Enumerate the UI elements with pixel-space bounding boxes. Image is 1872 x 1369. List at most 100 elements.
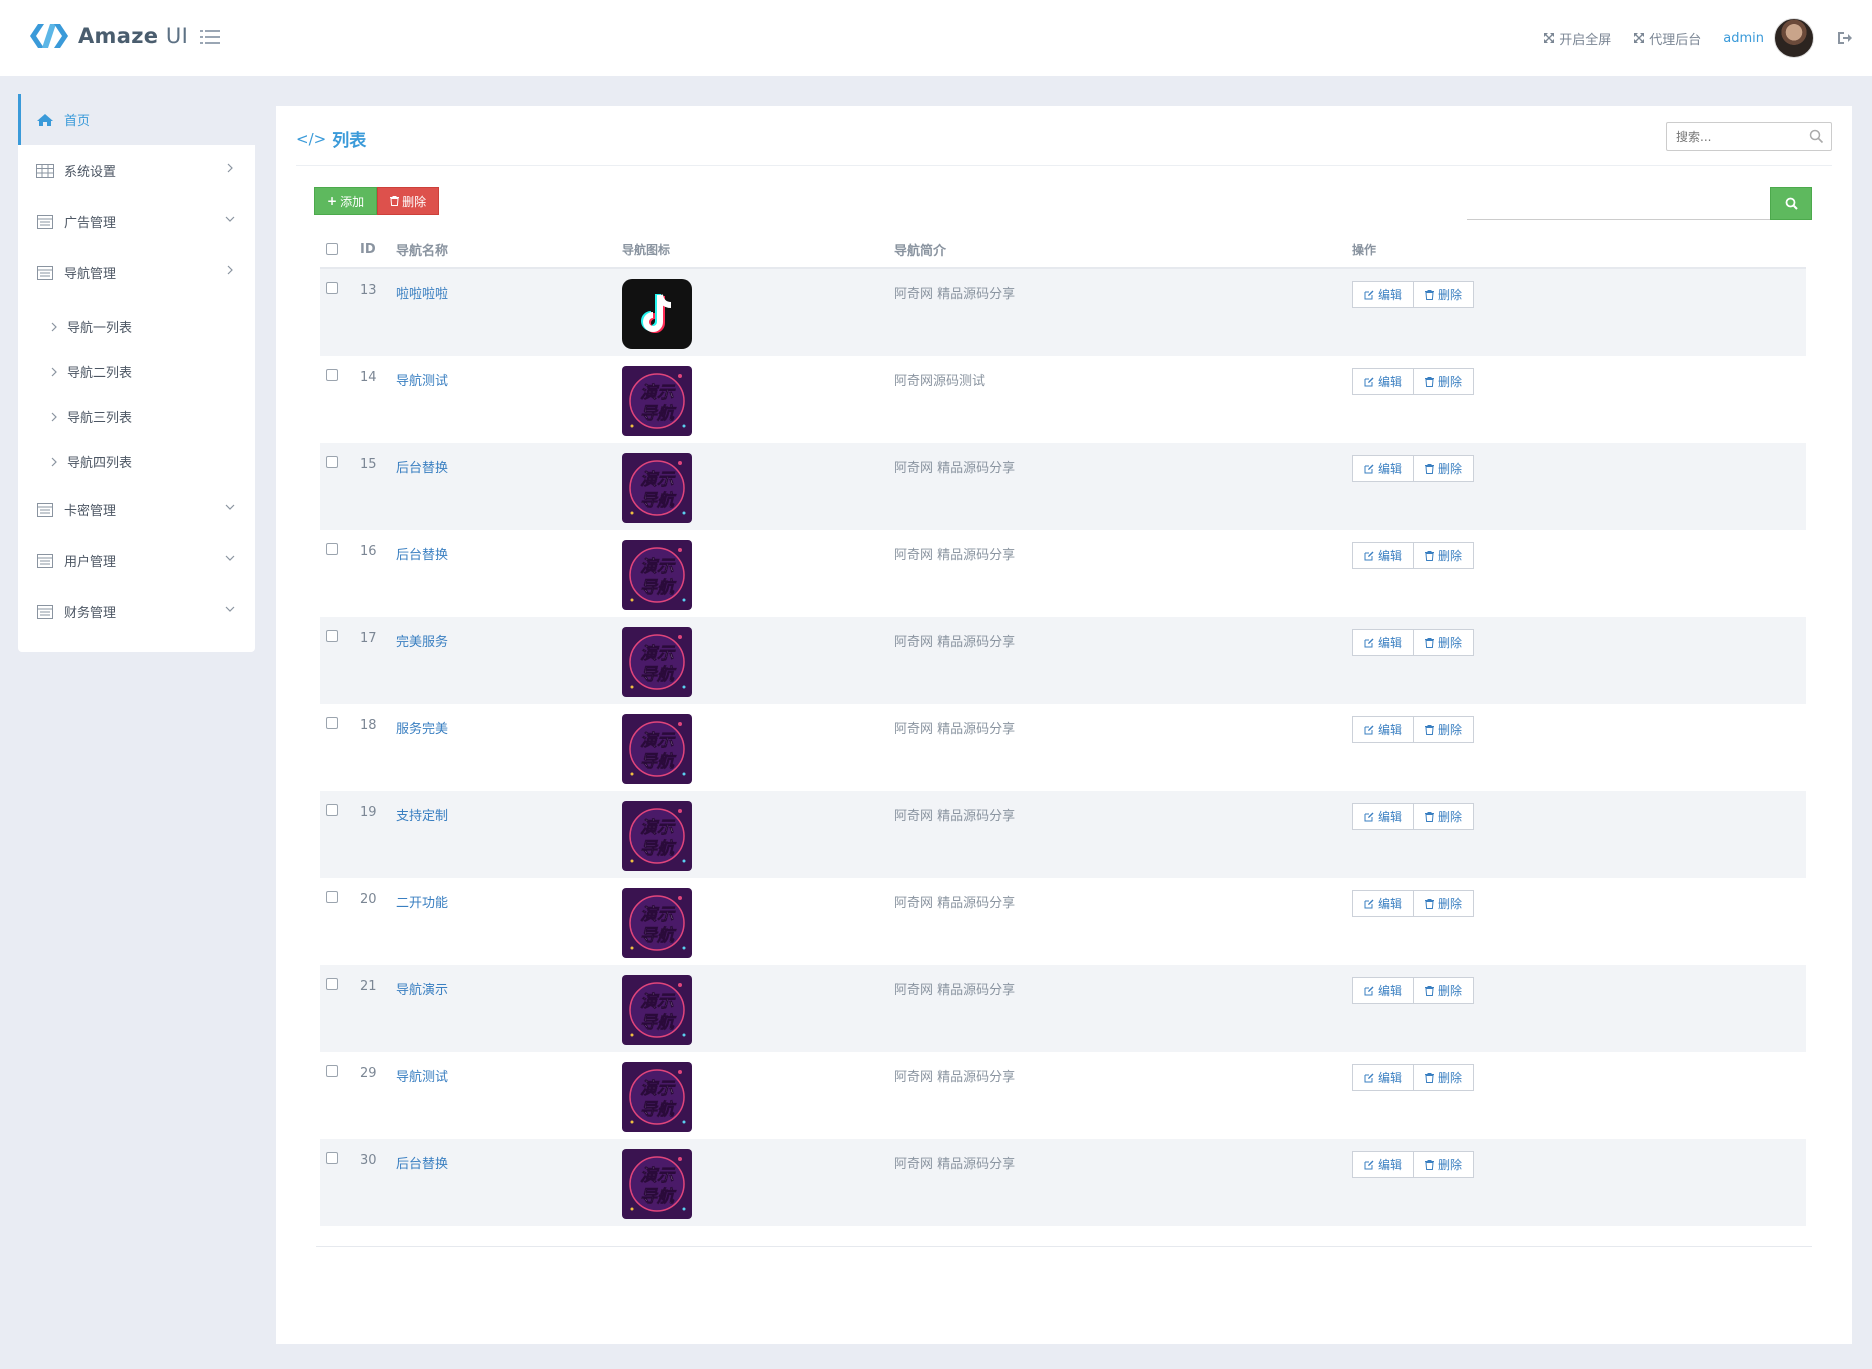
- admin-username[interactable]: admin: [1723, 30, 1764, 46]
- row-actions: 编辑 删除: [1352, 704, 1475, 791]
- table-row: 16 后台替换 演示 导航 阿奇网 精品源码分享 编辑 删除: [320, 530, 1806, 617]
- delete-button[interactable]: 删除: [1414, 368, 1475, 395]
- sidebar-subitem-nav1[interactable]: 导航一列表: [18, 304, 255, 349]
- delete-button[interactable]: 删除: [1414, 977, 1475, 1004]
- filter-input[interactable]: [1467, 187, 1770, 220]
- row-name[interactable]: 支持定制: [396, 809, 449, 824]
- svg-text:导航: 导航: [640, 491, 677, 511]
- row-name[interactable]: 啦啦啦啦: [396, 287, 449, 302]
- row-checkbox[interactable]: [326, 282, 338, 294]
- row-checkbox[interactable]: [326, 630, 338, 642]
- row-name[interactable]: 导航测试: [396, 1070, 449, 1085]
- row-checkbox[interactable]: [326, 891, 338, 903]
- edit-button[interactable]: 编辑: [1352, 977, 1415, 1004]
- edit-button[interactable]: 编辑: [1352, 281, 1415, 308]
- chevron-right-icon: [227, 163, 233, 173]
- sidebar-item-home[interactable]: 首页: [18, 94, 255, 145]
- list-menu-icon[interactable]: [200, 28, 220, 46]
- row-checkbox[interactable]: [326, 1152, 338, 1164]
- sidebar-subitem-nav4[interactable]: 导航四列表: [18, 439, 255, 484]
- sidebar-item-ad-management[interactable]: 广告管理: [18, 196, 255, 247]
- logout-icon[interactable]: [1836, 30, 1852, 46]
- trash-icon: [390, 196, 400, 206]
- select-all-checkbox[interactable]: [326, 243, 338, 255]
- avatar[interactable]: [1774, 18, 1814, 58]
- chevron-right-icon: [51, 367, 57, 376]
- row-checkbox[interactable]: [326, 369, 338, 381]
- edit-label: 编辑: [1378, 375, 1403, 389]
- delete-button[interactable]: 删除: [1414, 455, 1475, 482]
- add-button[interactable]: + 添加: [314, 187, 378, 215]
- row-checkbox[interactable]: [326, 1065, 338, 1077]
- row-actions: 编辑 删除: [1352, 1139, 1475, 1226]
- search-input[interactable]: [1676, 129, 1806, 144]
- row-name[interactable]: 后台替换: [396, 1157, 449, 1172]
- delete-button[interactable]: 删除: [1414, 890, 1475, 917]
- sidebar-subitem-nav2[interactable]: 导航二列表: [18, 349, 255, 394]
- delete-button[interactable]: 删除: [1414, 1064, 1475, 1091]
- delete-button[interactable]: 删除: [1414, 716, 1475, 743]
- header-search[interactable]: [1666, 122, 1832, 151]
- sidebar-item-system-settings[interactable]: 系统设置: [18, 145, 255, 196]
- sidebar-item-nav-management[interactable]: 导航管理: [18, 247, 255, 298]
- plus-icon: +: [327, 194, 338, 208]
- trash-icon: [1425, 724, 1435, 735]
- delete-label: 删除: [1438, 984, 1463, 998]
- table-row: 29 导航测试 演示 导航 阿奇网 精品源码分享 编辑 删除: [320, 1052, 1806, 1139]
- row-icon-cell: 演示 导航: [622, 791, 894, 878]
- table-icon: [36, 163, 54, 178]
- fullscreen-button[interactable]: 开启全屏: [1543, 29, 1611, 48]
- trash-icon: [1425, 985, 1435, 996]
- edit-button[interactable]: 编辑: [1352, 455, 1415, 482]
- filter-search-button[interactable]: [1770, 187, 1812, 220]
- logo[interactable]: Amaze UI: [28, 22, 188, 50]
- col-icon: 导航图标: [622, 242, 671, 257]
- row-checkbox[interactable]: [326, 804, 338, 816]
- row-name[interactable]: 服务完美: [396, 722, 449, 737]
- edit-button[interactable]: 编辑: [1352, 716, 1415, 743]
- edit-button[interactable]: 编辑: [1352, 629, 1415, 656]
- row-checkbox[interactable]: [326, 543, 338, 555]
- row-actions: 编辑 删除: [1352, 356, 1475, 443]
- row-name[interactable]: 完美服务: [396, 635, 449, 650]
- row-desc: 阿奇网 精品源码分享: [894, 461, 1016, 476]
- delete-button[interactable]: 删除: [1414, 803, 1475, 830]
- batch-delete-button[interactable]: 删除: [377, 187, 440, 215]
- agent-backend-link[interactable]: 代理后台: [1633, 29, 1701, 48]
- row-checkbox[interactable]: [326, 456, 338, 468]
- search-icon[interactable]: [1809, 129, 1824, 144]
- edit-button[interactable]: 编辑: [1352, 368, 1415, 395]
- delete-button[interactable]: 删除: [1414, 629, 1475, 656]
- delete-button[interactable]: 删除: [1414, 281, 1475, 308]
- edit-label: 编辑: [1378, 1071, 1403, 1085]
- row-name[interactable]: 二开功能: [396, 896, 449, 911]
- row-name[interactable]: 后台替换: [396, 461, 449, 476]
- calendar-icon: [37, 265, 53, 280]
- sidebar-item-card-management[interactable]: 卡密管理: [18, 484, 255, 535]
- row-checkbox[interactable]: [326, 717, 338, 729]
- table-row: 21 导航演示 演示 导航 阿奇网 精品源码分享 编辑 删除: [320, 965, 1806, 1052]
- edit-icon: [1364, 551, 1374, 560]
- svg-text:演示: 演示: [640, 470, 676, 490]
- row-name[interactable]: 导航测试: [396, 374, 449, 389]
- sidebar-subitem-nav3[interactable]: 导航三列表: [18, 394, 255, 439]
- svg-text:演示: 演示: [640, 1079, 676, 1099]
- delete-label: 删除: [1438, 897, 1463, 911]
- edit-button[interactable]: 编辑: [1352, 803, 1415, 830]
- edit-button[interactable]: 编辑: [1352, 1064, 1415, 1091]
- row-icon-cell: 演示 导航: [622, 965, 894, 1052]
- edit-icon: [1364, 1073, 1374, 1082]
- delete-button[interactable]: 删除: [1414, 1151, 1475, 1178]
- sidebar-item-user-management[interactable]: 用户管理: [18, 535, 255, 586]
- sidebar-item-finance-management[interactable]: 财务管理: [18, 586, 255, 637]
- edit-button[interactable]: 编辑: [1352, 1151, 1415, 1178]
- chevron-right-icon: [51, 322, 57, 331]
- row-checkbox[interactable]: [326, 978, 338, 990]
- row-icon-cell: 演示 导航: [622, 1052, 894, 1139]
- delete-button[interactable]: 删除: [1414, 542, 1475, 569]
- row-name[interactable]: 后台替换: [396, 548, 449, 563]
- edit-button[interactable]: 编辑: [1352, 542, 1415, 569]
- edit-button[interactable]: 编辑: [1352, 890, 1415, 917]
- row-name[interactable]: 导航演示: [396, 983, 449, 998]
